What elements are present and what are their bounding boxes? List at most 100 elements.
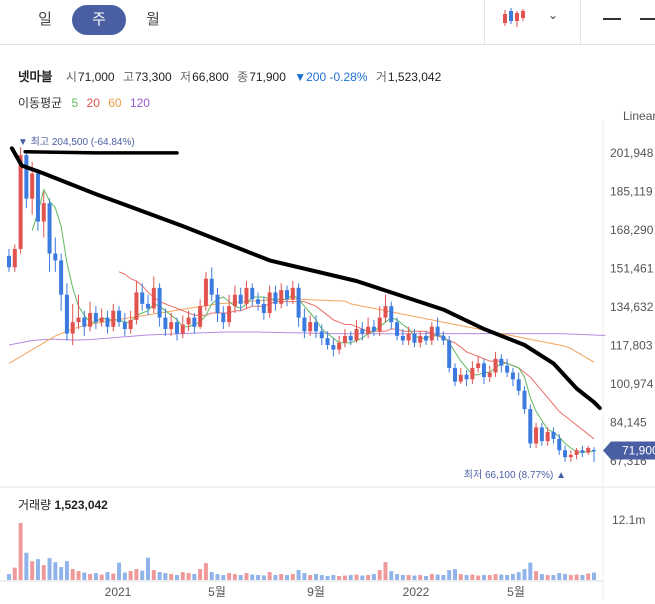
volume-bar: [429, 574, 434, 580]
volume-bar: [250, 574, 255, 580]
volume-bar: [574, 574, 579, 580]
candle-body: [285, 290, 290, 300]
price-chart[interactable]: 201,948 185,119 168,290 151,461 134,632 117,8…: [0, 120, 655, 604]
candle-body: [163, 317, 168, 330]
volume-bar: [308, 575, 313, 580]
volume-bar: [151, 570, 156, 580]
tab-month[interactable]: 월: [146, 11, 160, 28]
candle-body: [157, 287, 162, 318]
volume-bar: [337, 576, 342, 580]
volume-bar: [493, 574, 498, 580]
ma-120-label[interactable]: 120: [129, 96, 150, 110]
candle-body: [35, 173, 40, 222]
volume-bar: [122, 572, 127, 580]
candle-body: [244, 287, 249, 304]
volume-bar: [24, 552, 29, 580]
candle-body: [522, 390, 527, 410]
tab-day[interactable]: 일: [38, 11, 52, 28]
candle-body: [447, 340, 452, 368]
volume-bar: [435, 574, 440, 580]
volume-bar: [458, 574, 463, 580]
ma-20-label[interactable]: 20: [86, 96, 100, 110]
volume-bar: [59, 567, 64, 580]
volume-bar: [261, 575, 266, 580]
candle-body: [476, 363, 481, 368]
volume-bar: [505, 575, 510, 580]
current-price-badge: [603, 441, 655, 460]
ma-60-label[interactable]: 60: [108, 96, 122, 110]
candle-body: [354, 329, 359, 341]
stock-name: 넷마블: [18, 70, 53, 84]
minus-icon[interactable]: [603, 18, 621, 20]
candle-body: [215, 294, 220, 314]
scale-label[interactable]: Linear: [623, 109, 655, 123]
volume-bar: [12, 567, 17, 580]
candle-body: [592, 450, 596, 452]
candle-body: [192, 317, 197, 327]
candle-body: [82, 317, 87, 327]
change-value: ▼200 -0.28%: [294, 70, 368, 84]
candle-body: [452, 367, 457, 382]
volume-bar: [510, 574, 515, 580]
chevron-down-icon[interactable]: ⌄: [548, 8, 559, 22]
ma-5-line: [31, 188, 594, 454]
volume-bar: [313, 574, 318, 580]
candle-body: [383, 306, 388, 318]
volume-bar: [290, 574, 295, 580]
candle-body: [238, 294, 243, 304]
volume-bar: [256, 575, 261, 580]
candle-body: [250, 287, 255, 300]
volume-bar: [244, 573, 249, 580]
candle-body: [105, 317, 110, 327]
candle-body: [505, 365, 510, 373]
trend-line: [9, 146, 602, 410]
moving-average-legend: 이동평균 5 20 60 120: [18, 94, 155, 111]
low-value: 66,800: [192, 70, 229, 84]
candle-body: [256, 299, 261, 304]
candlestick-icon[interactable]: [500, 6, 530, 30]
volume-bar: [586, 573, 591, 580]
candle-body: [574, 450, 579, 455]
volume-bar: [203, 563, 208, 580]
stock-summary: 넷마블 시71,000 고73,300 저66,800 종71,900 ▼200…: [18, 66, 446, 85]
volume-bar: [198, 569, 203, 580]
volume-value: 1,523,042: [387, 70, 442, 84]
volume-bar: [389, 571, 394, 580]
x-tick-label: 5월: [208, 585, 226, 599]
tab-week[interactable]: 주: [72, 5, 126, 35]
close-value: 71,900: [249, 70, 286, 84]
volume-bar: [53, 562, 58, 580]
volume-bar: [232, 574, 237, 580]
volume-bar: [319, 575, 324, 580]
volume-bar: [342, 575, 347, 580]
candle-body: [470, 367, 475, 380]
trend-line-top: [23, 149, 179, 155]
volume-bar: [238, 575, 243, 580]
volume-title: 거래량 1,523,042: [18, 496, 108, 513]
candle-body: [232, 294, 237, 307]
candle-body: [366, 326, 371, 334]
ma-20-line: [118, 271, 595, 440]
candle-body: [140, 292, 145, 304]
ma-5-label[interactable]: 5: [71, 96, 79, 110]
candle-body: [458, 374, 463, 382]
volume-bar: [499, 574, 504, 580]
volume-bar: [302, 573, 307, 580]
minus-icon[interactable]: [640, 18, 655, 20]
volume-bar: [105, 572, 110, 580]
volume-bar: [70, 569, 75, 580]
volume-bar: [545, 575, 550, 580]
volume-bar: [412, 575, 417, 580]
open-label: 시: [65, 70, 77, 84]
volume-bar: [441, 575, 446, 580]
volume-bar: [296, 570, 301, 580]
candle-body: [395, 322, 400, 336]
volume-bar: [35, 559, 40, 580]
candle-body: [146, 303, 151, 309]
candle-body: [76, 317, 81, 323]
volume-bar: [377, 570, 382, 580]
volume-bar: [47, 558, 52, 580]
candle-body: [122, 322, 127, 330]
volume-bar: [470, 574, 475, 580]
volume-bar: [354, 574, 359, 580]
